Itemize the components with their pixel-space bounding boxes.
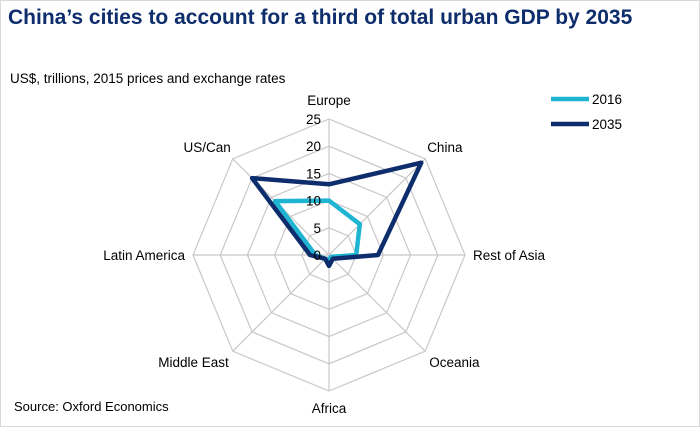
source-note: Source: Oxford Economics bbox=[14, 399, 169, 414]
tick-label: 5 bbox=[313, 221, 321, 236]
tick-label: 10 bbox=[306, 194, 321, 209]
category-label-oceania: Oceania bbox=[429, 355, 480, 370]
radar-grid bbox=[192, 118, 466, 392]
chart-title: China’s cities to account for a third of… bbox=[8, 6, 633, 29]
tick-label: 20 bbox=[306, 139, 321, 154]
category-label-us-can: US/Can bbox=[184, 140, 231, 155]
radar-series bbox=[249, 160, 424, 269]
legend-label-2035: 2035 bbox=[592, 117, 622, 132]
category-label-africa: Africa bbox=[312, 401, 347, 416]
tick-label: 0 bbox=[313, 248, 321, 263]
grid-spoke bbox=[232, 254, 330, 352]
radial-tick-labels: 0 5 10 15 20 25 bbox=[306, 112, 321, 263]
category-label-middle-east: Middle East bbox=[158, 355, 229, 370]
grid-spoke bbox=[328, 254, 426, 352]
tick-label: 25 bbox=[306, 112, 321, 127]
legend: 2016 2035 bbox=[551, 92, 622, 132]
category-label-europe: Europe bbox=[307, 93, 351, 108]
category-label-rest-of-asia: Rest of Asia bbox=[473, 248, 546, 263]
category-label-china: China bbox=[427, 140, 463, 155]
category-labels: Europe China Rest of Asia Oceania Africa Midd… bbox=[103, 93, 545, 416]
chart-subtitle: US$, trillions, 2015 prices and exchange… bbox=[10, 71, 286, 86]
tick-label: 15 bbox=[306, 166, 321, 181]
series-2016-line bbox=[272, 198, 363, 263]
series-2035-line bbox=[249, 160, 424, 269]
grid-spoke bbox=[328, 158, 426, 256]
category-label-latin-america: Latin America bbox=[103, 248, 185, 263]
legend-label-2016: 2016 bbox=[592, 92, 622, 107]
